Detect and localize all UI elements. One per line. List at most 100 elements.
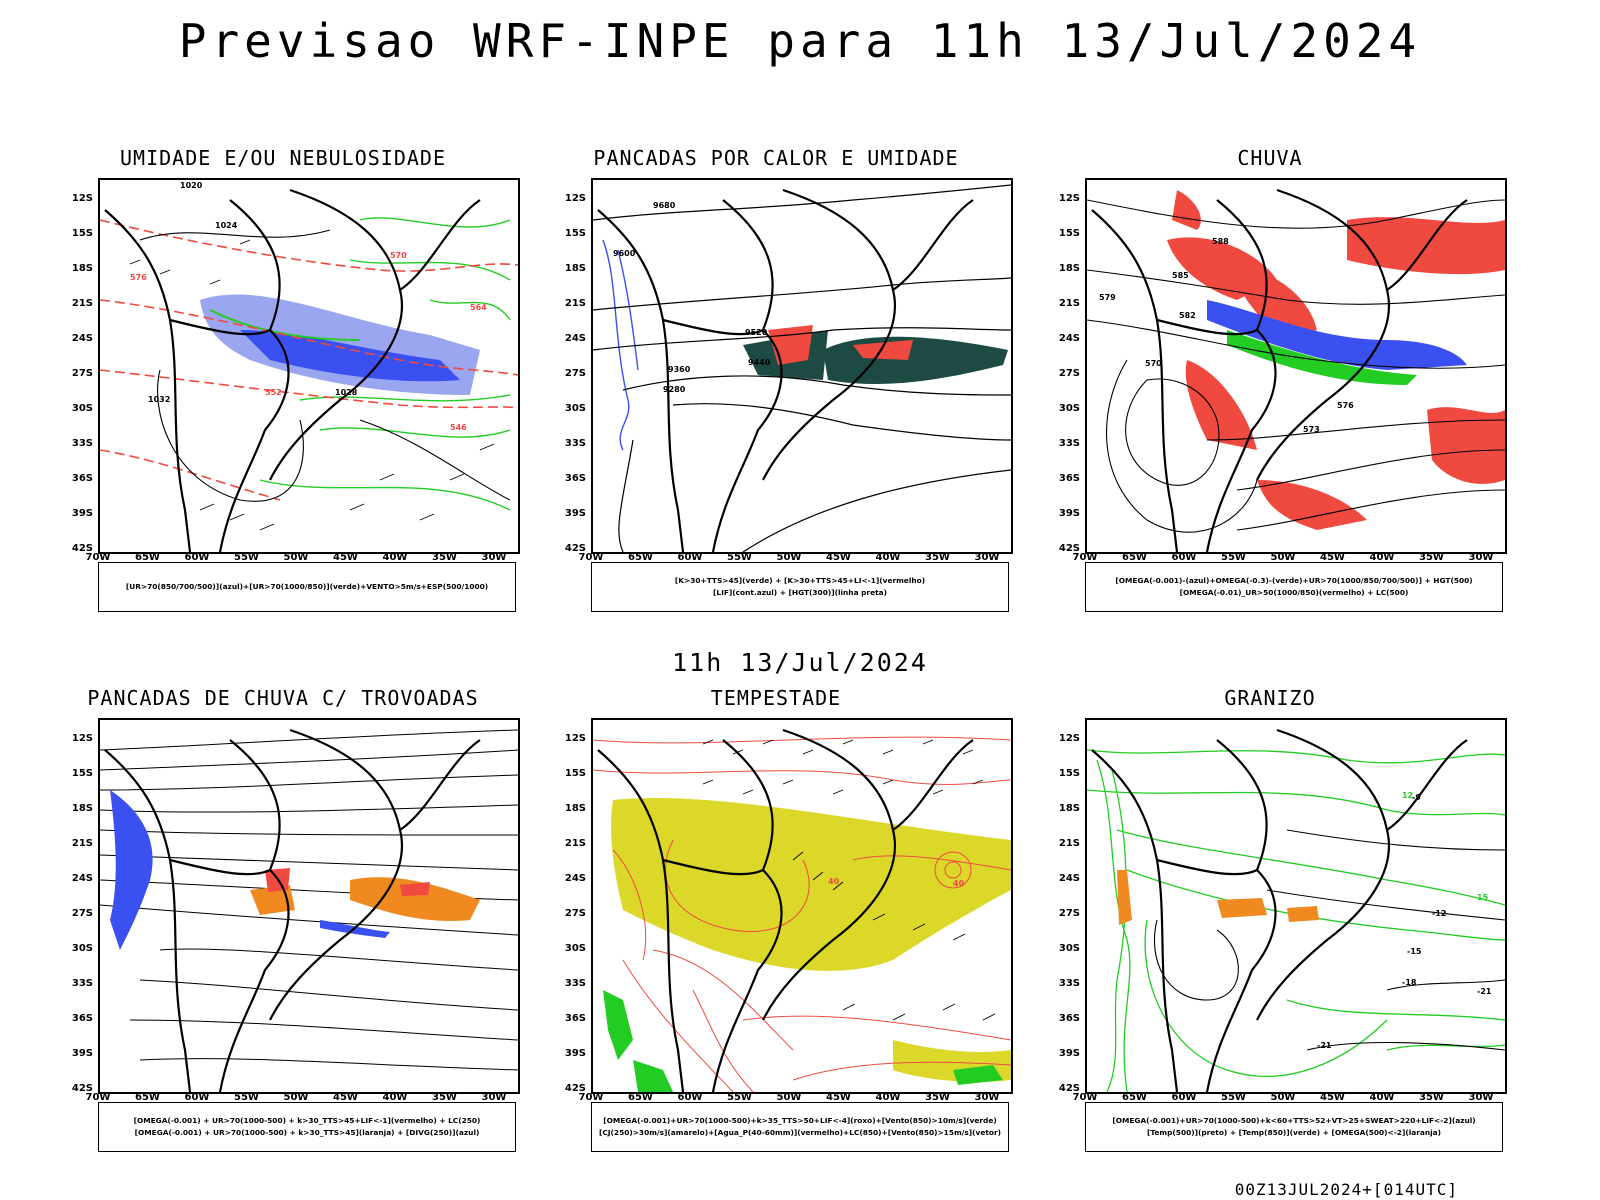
contour-label: 40 <box>828 877 840 886</box>
contour-label: 573 <box>1303 425 1320 434</box>
middle-timestamp: 11h 13/Jul/2024 <box>672 648 928 677</box>
legend-line: [Temp(500)](preto) + [Temp(850)](verde) … <box>1146 1128 1442 1137</box>
red-dashed-contours <box>100 219 518 501</box>
map-granizo: -9 -12 -15 -18 -21 -21 12 15 <box>1087 728 1505 1092</box>
map-pancadas-trovoadas <box>100 728 518 1092</box>
legend-line: [CJ(250)>30m/s](amarelo)+[Agua_P(40-60mm… <box>599 1128 1001 1137</box>
contour-labels: 9680 9600 9520 9440 9360 9280 <box>613 201 771 394</box>
legend-line: [OMEGA(-0.001) + UR>70(1000-500) + k>30_… <box>134 1128 480 1137</box>
blue-omega-shading <box>1207 300 1467 370</box>
latitude-tick: 24S <box>564 873 586 884</box>
latitude-tick: 21S <box>71 838 93 849</box>
longitude-tick: 55W <box>1221 552 1246 563</box>
contour-label: 1024 <box>215 221 238 230</box>
longitude-tick: 45W <box>333 552 358 563</box>
contour-label: 576 <box>1337 401 1354 410</box>
latitude-tick: 36S <box>71 473 93 484</box>
longitude-tick: 70W <box>578 552 604 563</box>
run-footer: 00Z13JUL2024+[014UTC] <box>1234 1180 1458 1199</box>
contour-label: 40 <box>953 879 965 888</box>
legend-line: [OMEGA(-0.001) + UR>70(1000-500) + k>30_… <box>133 1116 481 1125</box>
green-wind-shading <box>603 990 1003 1092</box>
legend-line: [UR>70(850/700/500)](azul)+[UR>70(1000/8… <box>125 582 489 591</box>
latitude-tick: 12S <box>71 733 93 744</box>
latitude-tick: 39S <box>1058 1048 1080 1059</box>
contour-label: -12 <box>1432 909 1446 918</box>
latitude-tick: 15S <box>71 768 93 779</box>
latitude-tick: 12S <box>564 733 586 744</box>
panel-pancadas-trovoadas: PANCADAS DE CHUVA C/ TROVOADAS <box>43 686 523 1166</box>
contour-label: 570 <box>390 251 407 260</box>
latitude-tick: 15S <box>1058 228 1080 239</box>
latitude-tick: 30S <box>71 943 93 954</box>
latitude-tick: 18S <box>1058 263 1080 274</box>
latitude-tick: 27S <box>564 908 586 919</box>
longitude-tick: 45W <box>333 1092 358 1103</box>
contour-label: 9680 <box>653 201 676 210</box>
panel-title: GRANIZO <box>1224 686 1316 710</box>
latitude-tick: 27S <box>71 368 93 379</box>
latitude-tick: 42S <box>1058 1083 1080 1094</box>
latitude-tick: 33S <box>1058 438 1080 449</box>
latitude-tick: 15S <box>564 228 586 239</box>
longitude-tick: 60W <box>184 1092 210 1103</box>
longitude-tick: 50W <box>776 552 802 563</box>
panel-tempestade: TEMPESTADE <box>536 686 1016 1166</box>
longitude-tick: 40W <box>382 1092 408 1103</box>
longitude-tick: 50W <box>283 552 309 563</box>
longitude-tick: 40W <box>1369 552 1395 563</box>
longitude-tick: 35W <box>432 552 457 563</box>
latitude-tick: 21S <box>1058 838 1080 849</box>
longitude-tick: 55W <box>727 1092 752 1103</box>
longitude-tick: 70W <box>578 1092 604 1103</box>
latitude-tick: 24S <box>1058 873 1080 884</box>
contour-label: 9440 <box>748 358 771 367</box>
longitude-tick: 65W <box>628 1092 653 1103</box>
latitude-tick: 18S <box>71 263 93 274</box>
blue-lif-contours <box>602 239 639 451</box>
latitude-tick: 36S <box>1058 1013 1080 1024</box>
map-frame <box>98 718 520 1094</box>
latitude-tick: 12S <box>1058 193 1080 204</box>
latitude-tick: 15S <box>71 228 93 239</box>
longitude-tick: 35W <box>925 1092 950 1103</box>
longitude-tick: 70W <box>1072 1092 1098 1103</box>
contour-label: 564 <box>470 303 487 312</box>
longitude-tick: 60W <box>1171 552 1197 563</box>
latitude-tick: 36S <box>1058 473 1080 484</box>
longitude-tick: 60W <box>184 552 210 563</box>
map-pancadas-calor: 9680 9600 9520 9440 9360 9280 <box>593 184 1011 552</box>
latitude-tick: 12S <box>1058 733 1080 744</box>
longitude-tick: 55W <box>234 1092 259 1103</box>
latitude-tick: 24S <box>564 333 586 344</box>
latitude-tick: 30S <box>1058 403 1080 414</box>
contour-labels: 1020 1024 1028 1032 564 570 576 552 546 <box>130 181 487 432</box>
panel-title: PANCADAS POR CALOR E UMIDADE <box>593 146 959 170</box>
legend-box: [UR>70(850/700/500)](azul)+[UR>70(1000/8… <box>98 562 516 612</box>
longitude-tick: 30W <box>1468 552 1494 563</box>
longitude-tick: 35W <box>1419 552 1444 563</box>
latitude-tick: 15S <box>564 768 586 779</box>
latitude-tick: 39S <box>71 1048 93 1059</box>
legend-box: [OMEGA(-0.001)-(azul)+OMEGA(-0.3)-(verde… <box>1085 562 1503 612</box>
country-borders <box>1091 188 1468 552</box>
latitude-tick: 42S <box>1058 543 1080 554</box>
latitude-tick: 21S <box>1058 298 1080 309</box>
longitude-tick: 35W <box>925 552 950 563</box>
contour-label: -9 <box>1412 793 1421 802</box>
contour-label: -21 <box>1317 1041 1332 1050</box>
longitude-tick: 30W <box>481 1092 507 1103</box>
latitude-tick: 36S <box>564 473 586 484</box>
legend-line: [LIF](cont.azul) + [HGT(300)](linha pret… <box>713 588 887 597</box>
latitude-tick: 15S <box>1058 768 1080 779</box>
latitude-tick: 27S <box>1058 908 1080 919</box>
latitude-tick: 33S <box>564 978 586 989</box>
longitude-tick: 40W <box>875 1092 901 1103</box>
map-frame: 40 40 <box>591 718 1013 1094</box>
legend-line: [OMEGA(-0.001)+UR>70(1000-500)+k<60+TTS>… <box>1112 1116 1476 1125</box>
contour-label: 1020 <box>180 181 203 190</box>
contour-label: -21 <box>1477 987 1492 996</box>
longitude-tick: 65W <box>628 552 653 563</box>
latitude-tick: 18S <box>1058 803 1080 814</box>
map-frame: 588 585 582 579 576 573 570 <box>1085 178 1507 554</box>
